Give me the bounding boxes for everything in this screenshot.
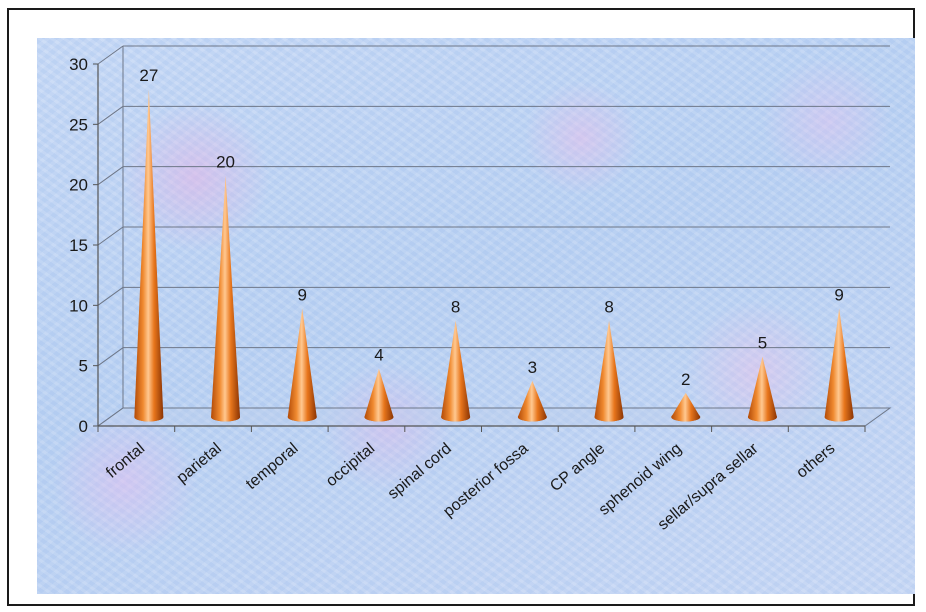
gridline-depth [97, 45, 124, 65]
data-label: 5 [758, 334, 767, 353]
y-tick-label: 20 [69, 176, 88, 195]
x-category-label: temporal [243, 440, 302, 493]
data-label: 8 [451, 297, 460, 316]
cone-bar-sphenoid-wing [671, 392, 701, 422]
cone-bar-frontal [134, 89, 164, 422]
x-category-label: others [793, 440, 838, 482]
cone-bar-spinal-cord [441, 320, 471, 422]
cone-body [824, 308, 854, 422]
gridline-depth [97, 166, 124, 186]
gridline-depth [97, 226, 124, 246]
cone-bar-occipital [364, 368, 394, 422]
cone-body [594, 320, 624, 422]
data-label: 9 [298, 285, 307, 304]
data-label: 9 [834, 285, 843, 304]
cone-body [134, 89, 164, 422]
cone-body [671, 392, 701, 422]
cone-bar-others [824, 308, 854, 422]
x-category-label: frontal [103, 440, 148, 482]
cone-bar-parietal [211, 175, 241, 422]
cone-body [287, 308, 317, 422]
cone-bar-posterior-fossa [517, 380, 547, 422]
gridline-depth [97, 105, 124, 125]
x-category-label: CP angle [547, 440, 608, 495]
gridline-depth [97, 286, 124, 306]
cone-body [364, 368, 394, 422]
gridline-depth [97, 347, 124, 367]
cone-bar-temporal [287, 308, 317, 422]
x-category-label: occipital [323, 440, 378, 490]
y-tick-label: 0 [79, 417, 88, 436]
y-tick-label: 10 [69, 296, 88, 315]
x-category-label: parietal [174, 440, 225, 487]
data-label: 27 [139, 66, 158, 85]
data-label: 8 [604, 297, 613, 316]
y-tick-label: 30 [69, 55, 88, 74]
data-label: 4 [374, 346, 383, 365]
cone-bar-sellar-supra-sellar [747, 356, 777, 422]
y-tick-label: 25 [69, 115, 88, 134]
chart-frame [7, 8, 915, 606]
cone-body [747, 356, 777, 422]
y-tick-label: 15 [69, 236, 88, 255]
data-label: 2 [681, 370, 690, 389]
plot-background [37, 38, 915, 594]
data-label: 20 [216, 153, 235, 172]
cone-body [441, 320, 471, 422]
cone-body [211, 175, 241, 422]
x-category-label: spinal cord [385, 440, 455, 503]
data-label: 3 [528, 358, 537, 377]
cone-body [517, 380, 547, 422]
cone-bar-cp-angle [594, 320, 624, 422]
y-tick-label: 5 [79, 357, 88, 376]
